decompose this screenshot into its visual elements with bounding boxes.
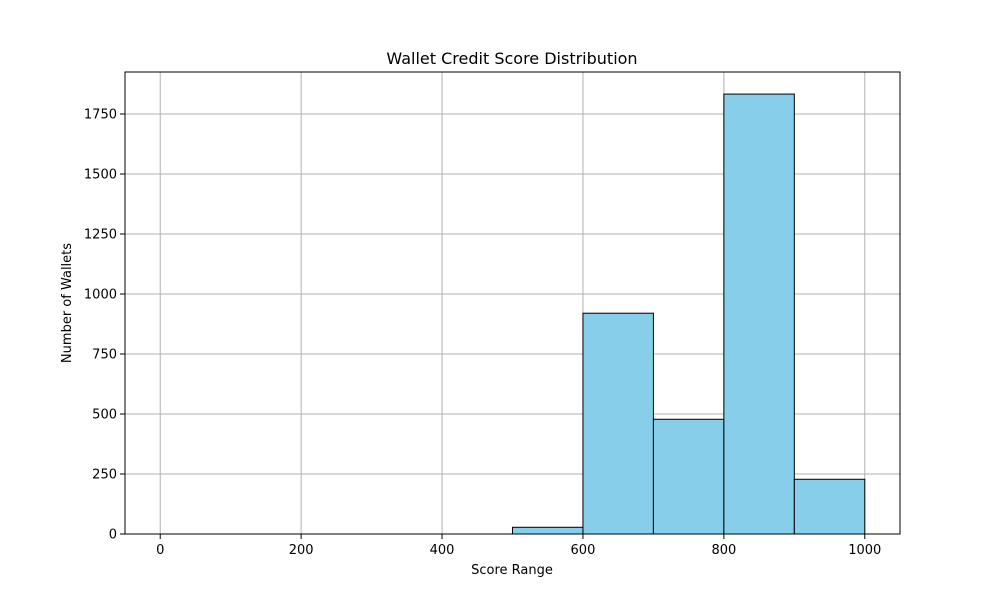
y-axis-label: Number of Wallets (60, 243, 75, 363)
x-tick-label: 200 (289, 543, 314, 558)
x-tick-label: 800 (711, 543, 736, 558)
x-axis-label: Score Range (471, 563, 553, 578)
x-tick-label: 0 (156, 543, 164, 558)
y-tick-label: 1250 (84, 228, 117, 243)
histogram-bar (793, 478, 866, 535)
x-tick-label: 1000 (848, 543, 881, 558)
histogram-bars (512, 93, 866, 535)
y-tick-label: 250 (92, 468, 117, 483)
chart-title: Wallet Credit Score Distribution (386, 49, 637, 68)
y-tick-label: 1500 (84, 168, 117, 183)
x-tick-label: 400 (430, 543, 455, 558)
plot-frame (124, 71, 901, 535)
x-axis-ticks: 0 200 400 600 800 1000 (156, 534, 881, 558)
x-tick-label: 600 (571, 543, 596, 558)
y-tick-label: 0 (109, 528, 117, 543)
y-tick-label: 1750 (84, 108, 117, 123)
histogram-bar (652, 418, 725, 535)
y-tick-label: 500 (92, 408, 117, 423)
histogram-bar (723, 93, 795, 535)
y-axis-ticks: 0 250 500 750 1000 1250 1500 1750 (84, 108, 125, 543)
histogram-bar (582, 312, 654, 535)
y-tick-label: 750 (92, 348, 117, 363)
y-tick-label: 1000 (84, 288, 117, 303)
histogram-bar (512, 526, 584, 535)
